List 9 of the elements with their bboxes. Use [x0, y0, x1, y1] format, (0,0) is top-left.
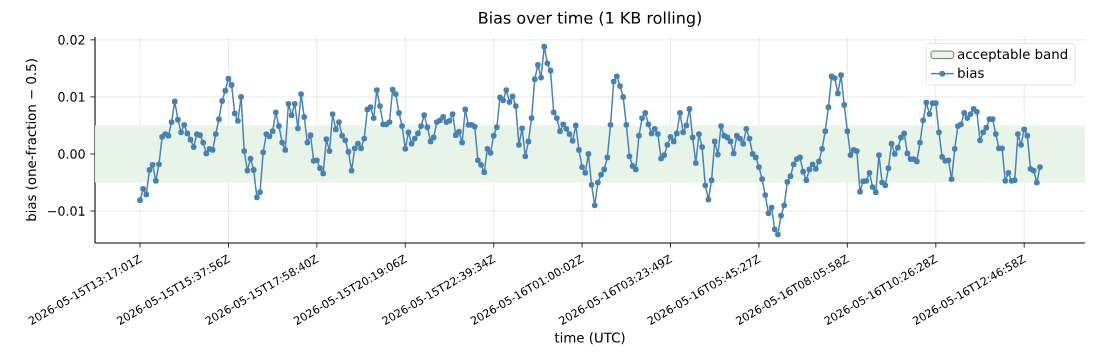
legend-label: bias [958, 67, 984, 78]
y-tick-label: −0.01 [48, 206, 85, 216]
y-tick-label: 0.00 [58, 149, 85, 159]
chart-title: Bias over time (1 KB rolling) [479, 11, 701, 27]
legend-label: acceptable band [957, 48, 1067, 62]
x-axis-title: time (UTC) [554, 332, 625, 345]
y-axis-title: bias (one-fraction − 0.5) [25, 59, 38, 221]
y-tick-label: 0.01 [58, 92, 85, 102]
y-tick-label: 0.02 [58, 35, 85, 45]
